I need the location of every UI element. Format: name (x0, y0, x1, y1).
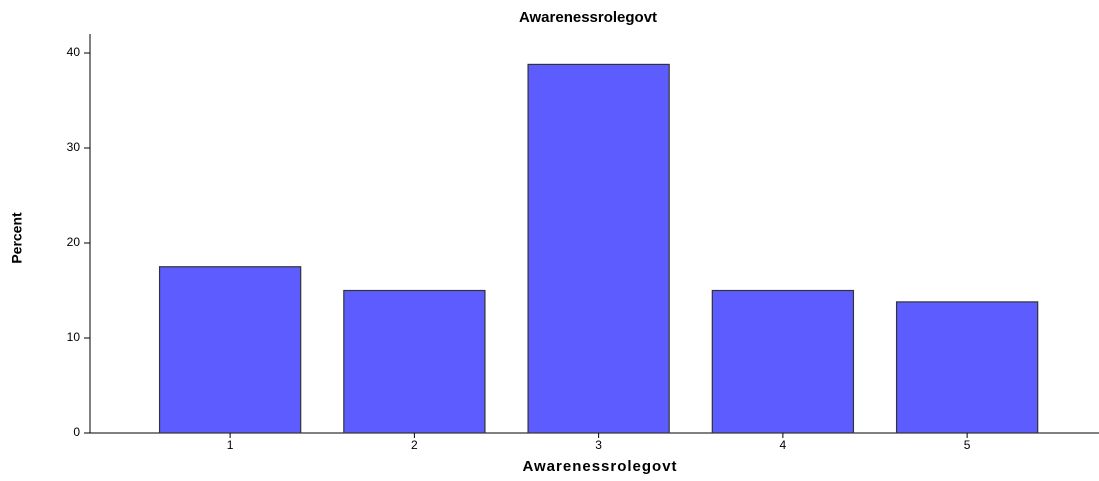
bar (895, 301, 1039, 434)
x-tick-label: 4 (780, 438, 787, 452)
x-tick-label: 1 (227, 438, 234, 452)
y-tick-label: 10 (67, 330, 81, 344)
chart-title: Awarenessrolegovt (519, 9, 657, 26)
y-axis-label: Percent (9, 212, 25, 264)
y-tick-label: 40 (67, 45, 81, 59)
x-tick-label: 2 (411, 438, 418, 452)
y-tick-label: 0 (73, 425, 80, 439)
bar (343, 289, 486, 434)
x-tick-label: 5 (964, 438, 971, 452)
y-tick-label: 20 (67, 235, 81, 249)
bar (527, 63, 670, 434)
y-tick-label: 30 (67, 140, 81, 154)
x-axis-label: Awarenessrolegovt (522, 458, 677, 475)
x-tick-label: 3 (595, 438, 602, 452)
bar (711, 289, 855, 434)
bar (158, 266, 302, 434)
